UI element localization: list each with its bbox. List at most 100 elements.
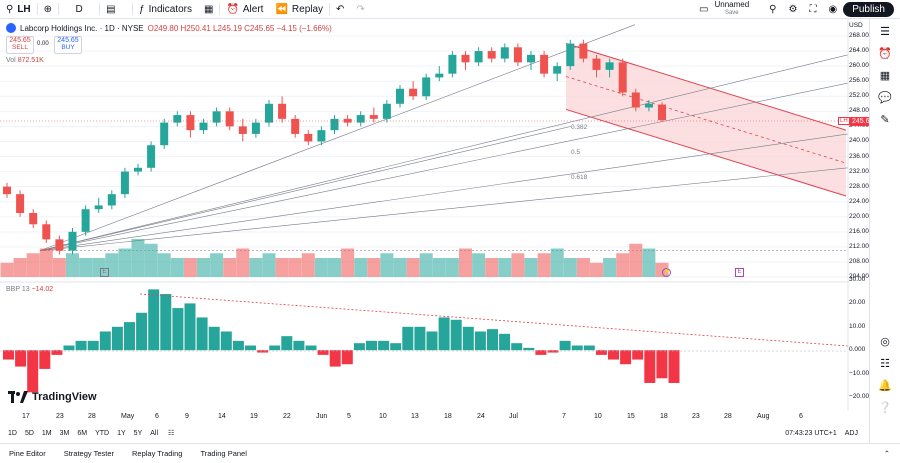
replay-button[interactable]: ⏪ Replay bbox=[275, 3, 324, 15]
range-button-ytd[interactable]: YTD bbox=[95, 429, 110, 437]
candles-icon: ▤ bbox=[106, 3, 116, 15]
candle-body bbox=[278, 103, 287, 119]
range-button-5y[interactable]: 5Y bbox=[133, 429, 143, 437]
chart-type-button[interactable]: ▤ bbox=[100, 0, 132, 18]
templates-button[interactable]: ▦ bbox=[198, 0, 219, 18]
notifications-button[interactable]: 🔔 bbox=[870, 374, 900, 396]
symbol-title: Labcorp Holdings Inc. · 1D · NYSE bbox=[20, 23, 144, 33]
ideas-button[interactable]: ✎ bbox=[870, 108, 900, 130]
adj-toggle[interactable]: ADJ bbox=[844, 429, 858, 437]
tab-replay-trading[interactable]: Replay Trading bbox=[132, 449, 183, 458]
redo-button[interactable]: ↷ bbox=[350, 0, 370, 18]
bbp-bar bbox=[75, 340, 87, 351]
symbol-search[interactable]: ⚲ LH bbox=[6, 3, 31, 15]
tab-strategy-tester[interactable]: Strategy Tester bbox=[63, 449, 114, 458]
bbp-bar bbox=[559, 340, 571, 351]
bbp-bar bbox=[547, 350, 559, 353]
candle-body bbox=[3, 186, 11, 195]
watchlist-button[interactable]: ☰ bbox=[870, 20, 900, 42]
bbp-bar bbox=[269, 345, 281, 351]
sell-button[interactable]: 245.65 SELL bbox=[6, 36, 34, 54]
right-sidebar: ☰ ⏰ ▦ 💬 ✎ ◎ ☷ 🔔 ❔ bbox=[869, 19, 900, 443]
settings-button[interactable]: ⚙ bbox=[782, 0, 803, 18]
date-range-icon[interactable]: ☷ bbox=[168, 430, 175, 437]
range-button-1y[interactable]: 1Y bbox=[117, 429, 126, 437]
price-axis-label: 236.00 bbox=[849, 152, 869, 160]
range-button-5d[interactable]: 5D bbox=[24, 429, 34, 437]
alert-button[interactable]: ⏰ Alert bbox=[226, 3, 264, 15]
bbp-bar bbox=[450, 319, 462, 351]
data-window-button[interactable]: ▦ bbox=[870, 64, 900, 86]
candle-body bbox=[304, 133, 313, 142]
bbp-bar bbox=[620, 350, 632, 365]
time-axis-label: 10 bbox=[594, 413, 602, 420]
event-marker-earnings[interactable]: E bbox=[100, 268, 109, 277]
bbp-bar bbox=[571, 345, 583, 351]
volume-bar bbox=[354, 258, 368, 277]
event-marker-dividend[interactable]: ⚡ bbox=[662, 268, 671, 277]
range-button-1m[interactable]: 1M bbox=[41, 429, 52, 437]
candle-body bbox=[369, 115, 378, 119]
candle-body bbox=[396, 88, 404, 104]
fullscreen-button[interactable]: ⛶ bbox=[803, 0, 822, 18]
symbol-legend[interactable]: Labcorp Holdings Inc. · 1D · NYSE O249.8… bbox=[6, 23, 332, 33]
collapse-panel-button[interactable]: ⌃ bbox=[883, 449, 890, 458]
bbp-bar bbox=[535, 350, 547, 355]
currency-label[interactable]: USD bbox=[849, 22, 863, 29]
undo-button[interactable]: ↶ bbox=[330, 0, 350, 18]
interval-button[interactable]: D bbox=[75, 3, 83, 15]
time-axis-label: 28 bbox=[88, 413, 96, 420]
channel-lower-line[interactable] bbox=[565, 108, 847, 197]
channel-median-line[interactable] bbox=[565, 76, 847, 164]
time-axis-label: 13 bbox=[411, 413, 419, 420]
chart-area[interactable]: 0.382 0.5 0.618 E ⚡ E bbox=[0, 19, 869, 411]
target-button[interactable]: ◎ bbox=[870, 330, 900, 352]
range-button-all[interactable]: All bbox=[150, 429, 159, 437]
clock[interactable]: 07:43:23 UTC+1 bbox=[785, 429, 837, 437]
time-axis-label: 9 bbox=[185, 413, 189, 420]
bbp-bar bbox=[438, 317, 450, 351]
volume-bar bbox=[52, 258, 66, 277]
tab-trading-panel[interactable]: Trading Panel bbox=[200, 449, 247, 458]
range-button-3m[interactable]: 3M bbox=[59, 429, 70, 437]
range-buttons: 1D 5D 1M 3M 6M YTD 1Y 5Y All bbox=[0, 430, 162, 437]
buy-button[interactable]: 245.65 BUY bbox=[54, 36, 82, 54]
candle-body bbox=[658, 104, 666, 121]
price-axis-label: 204.00 bbox=[849, 273, 869, 280]
price-chart[interactable] bbox=[0, 19, 869, 411]
volume-bar bbox=[341, 248, 355, 277]
compare-button[interactable]: ⊕ bbox=[38, 0, 58, 18]
bbp-axis-label: 10.00 bbox=[849, 322, 866, 330]
bbp-bar bbox=[366, 340, 377, 351]
alerts-panel-button[interactable]: ⏰ bbox=[870, 42, 900, 64]
quick-search-button[interactable]: ⚲ bbox=[763, 0, 782, 18]
layout-name[interactable]: Unnamed Save bbox=[714, 0, 750, 17]
help-button[interactable]: ❔ bbox=[870, 396, 900, 418]
channel-upper-line[interactable] bbox=[565, 43, 847, 131]
bbp-legend[interactable]: BBP 13 −14.02 bbox=[6, 286, 54, 293]
snapshot-button[interactable]: ◉ bbox=[822, 0, 843, 18]
event-marker-upcoming-earnings[interactable]: E bbox=[735, 268, 744, 277]
bbp-bar bbox=[27, 350, 39, 393]
range-button-6m[interactable]: 6M bbox=[77, 429, 88, 437]
bbp-bar bbox=[644, 350, 656, 383]
indicators-button[interactable]: ƒ Indicators bbox=[139, 3, 192, 15]
bbp-bar bbox=[245, 345, 256, 351]
publish-button[interactable]: Publish bbox=[843, 1, 894, 17]
candle-body bbox=[487, 51, 496, 59]
range-button-1d[interactable]: 1D bbox=[8, 429, 17, 437]
tab-pine-editor[interactable]: Pine Editor bbox=[9, 449, 46, 458]
bbp-bar bbox=[341, 350, 353, 365]
volume-bar bbox=[249, 258, 263, 277]
volume-legend[interactable]: Vol 872.51K bbox=[6, 57, 44, 64]
price-axis-label: 268.00 bbox=[849, 32, 869, 39]
gear-icon: ⚙ bbox=[788, 3, 798, 15]
layout-icon-button[interactable]: ▭ bbox=[693, 0, 714, 18]
chat-button[interactable]: 💬 bbox=[870, 86, 900, 108]
time-axis-label: Jul bbox=[509, 413, 518, 420]
fib-label-0618: 0.618 bbox=[571, 174, 588, 181]
calendar-button[interactable]: ☷ bbox=[870, 352, 900, 374]
bbp-bar bbox=[390, 343, 402, 351]
time-axis-label: 19 bbox=[250, 413, 258, 420]
fan-line bbox=[39, 82, 849, 251]
